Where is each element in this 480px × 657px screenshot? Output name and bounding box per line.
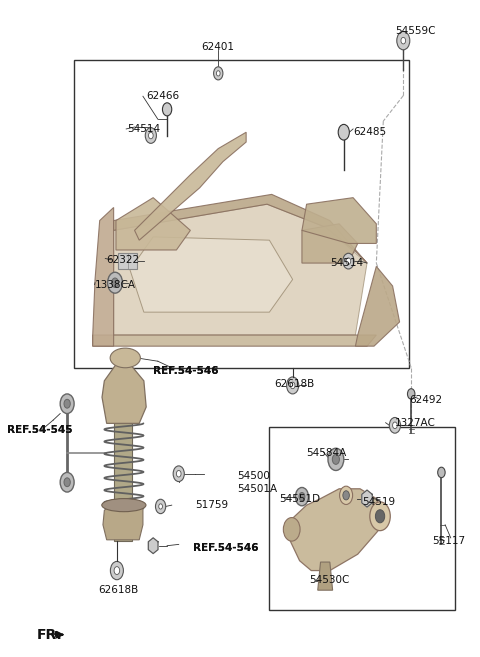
Circle shape — [393, 422, 397, 428]
Circle shape — [346, 258, 351, 264]
Text: 54551D: 54551D — [279, 493, 320, 504]
Ellipse shape — [102, 499, 146, 512]
Polygon shape — [355, 266, 399, 346]
Text: REF.54-546: REF.54-546 — [192, 543, 258, 553]
Polygon shape — [93, 335, 376, 346]
Text: 62492: 62492 — [409, 396, 442, 405]
Circle shape — [287, 377, 299, 394]
Text: 1327AC: 1327AC — [395, 418, 436, 428]
Text: 54514: 54514 — [330, 258, 363, 268]
Text: REF.54-545: REF.54-545 — [7, 425, 72, 435]
Bar — [114, 423, 132, 541]
Circle shape — [156, 499, 166, 514]
Circle shape — [389, 417, 400, 433]
Circle shape — [338, 124, 349, 140]
Circle shape — [295, 487, 309, 506]
Circle shape — [332, 455, 339, 464]
Circle shape — [148, 132, 153, 139]
Circle shape — [397, 32, 410, 50]
Circle shape — [60, 394, 74, 413]
Bar — [118, 253, 137, 269]
Circle shape — [60, 472, 74, 492]
Circle shape — [64, 478, 70, 487]
Polygon shape — [134, 132, 246, 240]
Circle shape — [438, 467, 445, 478]
Text: 51759: 51759 — [195, 500, 228, 510]
Circle shape — [64, 399, 70, 408]
Ellipse shape — [110, 348, 140, 368]
Circle shape — [112, 278, 119, 287]
Polygon shape — [302, 224, 358, 263]
Circle shape — [108, 272, 122, 293]
Text: 62322: 62322 — [107, 255, 140, 265]
Polygon shape — [102, 361, 146, 423]
Text: 55117: 55117 — [432, 536, 465, 546]
Circle shape — [339, 486, 353, 505]
Text: REF.54-546: REF.54-546 — [192, 543, 258, 553]
Circle shape — [401, 37, 406, 44]
Circle shape — [299, 493, 305, 501]
Text: 54559C: 54559C — [395, 26, 435, 36]
Circle shape — [328, 448, 344, 470]
Text: 62618B: 62618B — [274, 379, 314, 389]
Text: 62618B: 62618B — [98, 585, 138, 595]
Polygon shape — [148, 538, 158, 554]
Circle shape — [408, 389, 415, 399]
Polygon shape — [116, 198, 191, 250]
Polygon shape — [114, 194, 367, 263]
Circle shape — [214, 67, 223, 80]
Circle shape — [162, 102, 172, 116]
Text: 62485: 62485 — [353, 127, 386, 137]
Polygon shape — [302, 198, 376, 244]
Circle shape — [370, 502, 390, 531]
Polygon shape — [130, 237, 293, 312]
Circle shape — [375, 510, 384, 523]
Polygon shape — [290, 489, 384, 570]
Circle shape — [343, 253, 354, 269]
Polygon shape — [318, 562, 333, 590]
Text: 1338CA: 1338CA — [95, 280, 136, 290]
Circle shape — [343, 491, 349, 500]
Text: 62401: 62401 — [202, 42, 235, 52]
Text: REF.54-545: REF.54-545 — [7, 425, 72, 435]
Circle shape — [216, 71, 220, 76]
Circle shape — [114, 566, 120, 574]
Text: FR.: FR. — [37, 627, 63, 642]
Text: 54514: 54514 — [128, 124, 161, 134]
Text: 54501A: 54501A — [237, 484, 277, 494]
Polygon shape — [93, 208, 114, 346]
Circle shape — [173, 466, 184, 482]
Text: 54500: 54500 — [237, 470, 270, 481]
Polygon shape — [103, 502, 143, 540]
Text: REF.54-546: REF.54-546 — [153, 366, 218, 376]
Text: 54519: 54519 — [362, 497, 396, 507]
Circle shape — [290, 382, 295, 389]
Text: 54530C: 54530C — [309, 576, 349, 585]
Circle shape — [177, 470, 181, 477]
Polygon shape — [114, 204, 367, 335]
Circle shape — [283, 518, 300, 541]
Text: 62466: 62466 — [146, 91, 180, 101]
Circle shape — [159, 504, 162, 509]
Text: REF.54-546: REF.54-546 — [153, 366, 218, 376]
Circle shape — [145, 127, 156, 143]
Polygon shape — [362, 490, 372, 507]
Text: 54584A: 54584A — [307, 448, 347, 458]
Circle shape — [110, 561, 123, 579]
